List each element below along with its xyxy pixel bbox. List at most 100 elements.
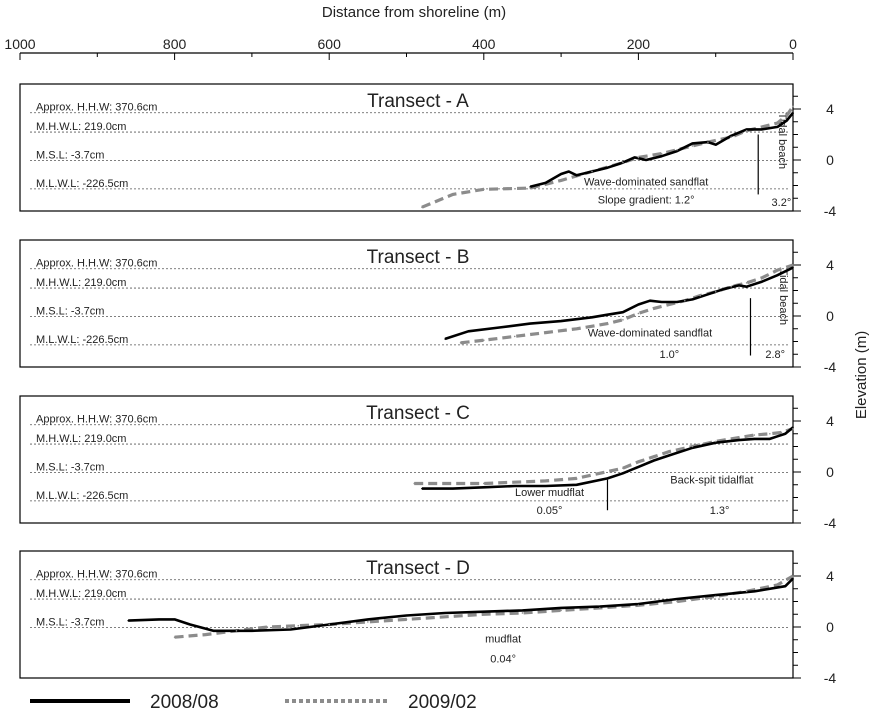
panels: 4 0 -4 Transect - A Approx. H.H.W: 370.6cm M.… [19, 83, 837, 686]
point-2009 [780, 431, 783, 434]
y-tick-label: 0 [826, 464, 834, 480]
point-2008 [521, 609, 524, 612]
point-2008 [544, 182, 547, 184]
series-2009-line [421, 105, 795, 209]
point-2008 [158, 618, 160, 621]
point-2008 [769, 438, 771, 440]
point-2008 [444, 612, 446, 614]
point-2009 [745, 129, 748, 132]
point-2008 [676, 150, 678, 152]
point-2009 [575, 477, 578, 480]
point-2008 [444, 338, 446, 340]
panel-a: 4 0 -4 Transect - A Approx. H.H.W: 370.6cm M.… [19, 83, 836, 219]
y-tick-label: 4 [826, 568, 834, 584]
legend-label-2008: 2008/08 [150, 692, 219, 713]
point-2008 [738, 284, 740, 287]
point-2009 [786, 114, 788, 117]
point-2009 [622, 319, 624, 321]
x-tick-label: 600 [318, 36, 342, 52]
point-2008 [660, 155, 663, 157]
legend: 2008/08 2009/02 [30, 692, 477, 713]
point-2008 [189, 623, 191, 626]
point-2008 [691, 142, 694, 145]
point-2008 [560, 173, 562, 175]
reference-label: Approx. H.H.W: 370.6cm [36, 414, 157, 426]
y-tick-label: 4 [826, 257, 834, 273]
point-2008 [606, 477, 609, 480]
point-2009 [575, 327, 578, 330]
reference-label: M.S.L: -3.7cm [36, 461, 104, 473]
annotation: Wave-dominated sandflat [588, 327, 712, 339]
point-2008 [529, 322, 531, 325]
point-2009 [235, 630, 238, 632]
point-2009 [745, 282, 748, 284]
point-2009 [637, 156, 640, 159]
point-2008 [645, 159, 647, 161]
y-tick-label: -4 [824, 515, 837, 531]
point-2009 [714, 290, 717, 293]
annotation: 1.3° [710, 505, 730, 517]
point-2008 [761, 128, 763, 131]
point-2008 [483, 610, 485, 613]
x-tick-label: 1000 [4, 36, 35, 52]
legend-label-2009: 2009/02 [408, 692, 477, 713]
point-2009 [738, 436, 740, 439]
point-2009 [513, 481, 516, 484]
point-2009 [637, 604, 640, 607]
point-2009 [452, 193, 454, 196]
point-2009 [753, 434, 756, 436]
point-2009 [668, 450, 671, 453]
point-2009 [761, 276, 763, 279]
point-2009 [483, 339, 485, 342]
series-2008-line [128, 577, 794, 633]
point-2008 [776, 274, 779, 277]
point-2008 [761, 280, 763, 283]
point-2009 [676, 600, 678, 603]
point-2009 [598, 472, 601, 475]
point-2009 [637, 461, 640, 463]
point-2008 [745, 285, 748, 288]
point-2008 [776, 435, 779, 438]
point-2009 [204, 633, 207, 636]
reference-label: M.L.W.L: -226.5cm [36, 178, 128, 190]
x-tick-label: 0 [789, 36, 797, 52]
point-2009 [707, 141, 709, 143]
point-2009 [660, 152, 663, 155]
annotation: 0.04° [490, 654, 516, 666]
point-2008 [127, 619, 130, 622]
panel-title: Transect - D [366, 558, 470, 579]
annotation: mudflat [485, 633, 521, 645]
reference-label: M.H.W.L: 219.0cm [36, 277, 126, 289]
point-2009 [483, 613, 485, 616]
point-2008 [753, 590, 756, 593]
point-2009 [606, 322, 609, 325]
point-2008 [633, 156, 636, 159]
point-2008 [421, 487, 423, 490]
y-tick-label: -4 [824, 670, 837, 686]
point-2008 [513, 485, 516, 487]
point-2008 [637, 303, 640, 306]
point-2008 [560, 607, 562, 609]
y-tick-label: 0 [826, 308, 834, 324]
reference-label: M.L.W.L: -226.5cm [36, 334, 128, 346]
point-2008 [784, 585, 787, 587]
y-tick-label: 4 [826, 413, 834, 429]
point-2009 [544, 331, 547, 334]
panel-title: Transect - B [367, 247, 470, 268]
point-2008 [653, 459, 655, 462]
point-2008 [753, 438, 756, 440]
point-2009 [653, 455, 655, 458]
point-2009 [459, 341, 462, 344]
point-2008 [792, 112, 794, 114]
y-tick-label: 4 [826, 101, 834, 117]
point-2009 [405, 618, 408, 621]
point-2008 [622, 311, 624, 313]
point-2008 [529, 185, 531, 188]
point-2008 [784, 432, 787, 435]
point-2008 [691, 446, 694, 449]
point-2008 [660, 301, 663, 303]
point-2009 [691, 145, 694, 147]
point-2009 [544, 480, 547, 482]
point-2009 [444, 482, 446, 485]
